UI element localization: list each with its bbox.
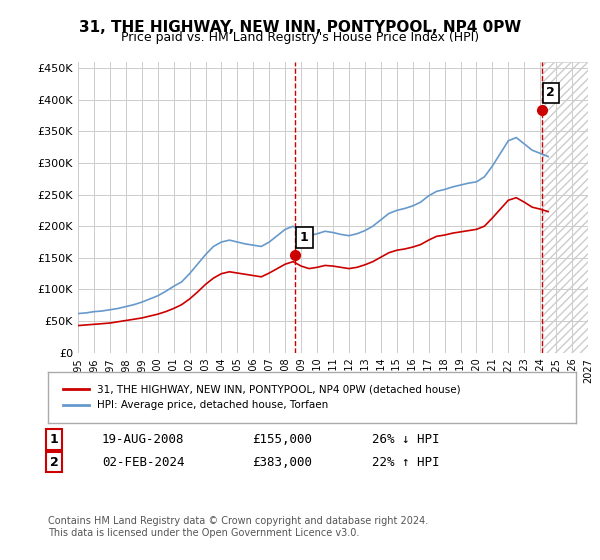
Text: 02-FEB-2024: 02-FEB-2024 [102, 455, 185, 469]
Text: 22% ↑ HPI: 22% ↑ HPI [372, 455, 439, 469]
Text: 1: 1 [300, 231, 309, 244]
Text: Contains HM Land Registry data © Crown copyright and database right 2024.
This d: Contains HM Land Registry data © Crown c… [48, 516, 428, 538]
Text: 26% ↓ HPI: 26% ↓ HPI [372, 433, 439, 446]
Text: £155,000: £155,000 [252, 433, 312, 446]
Text: 31, THE HIGHWAY, NEW INN, PONTYPOOL, NP4 0PW: 31, THE HIGHWAY, NEW INN, PONTYPOOL, NP4… [79, 20, 521, 35]
Text: Price paid vs. HM Land Registry's House Price Index (HPI): Price paid vs. HM Land Registry's House … [121, 31, 479, 44]
Text: £383,000: £383,000 [252, 455, 312, 469]
Text: 2: 2 [547, 86, 555, 100]
Text: 19-AUG-2008: 19-AUG-2008 [102, 433, 185, 446]
Text: 2: 2 [50, 455, 58, 469]
Legend: 31, THE HIGHWAY, NEW INN, PONTYPOOL, NP4 0PW (detached house), HPI: Average pric: 31, THE HIGHWAY, NEW INN, PONTYPOOL, NP4… [58, 381, 465, 414]
Text: 1: 1 [50, 433, 58, 446]
